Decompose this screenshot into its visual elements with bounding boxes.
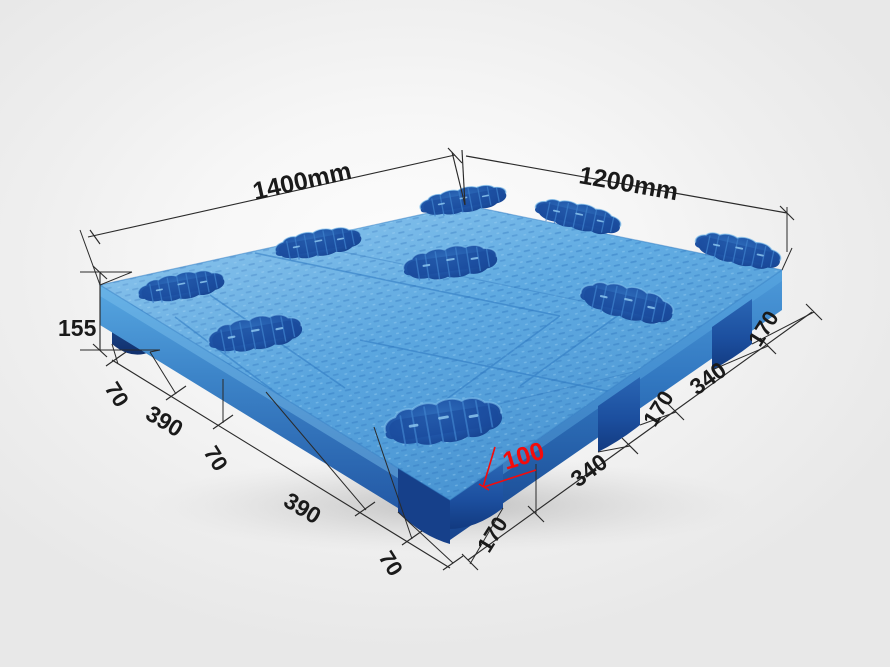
- dim-line-100-red: [482, 446, 496, 488]
- label-left-70-a: 70: [100, 377, 134, 411]
- skirt-front-left: [100, 285, 450, 540]
- label-1400: 1400mm: [250, 157, 354, 206]
- pallet-legs-front-right: [598, 299, 752, 452]
- dimension-lines: [79, 147, 823, 571]
- dim-leader-100-red: [483, 469, 537, 488]
- label-left-390-a: 390: [141, 400, 187, 442]
- skirt-front-right-highlight: [450, 270, 782, 511]
- label-left-70-b: 70: [199, 441, 233, 475]
- ext-line-1400-left: [79, 229, 101, 286]
- dim-chain-right-extensions: [469, 311, 815, 565]
- skirt-front-left-highlight: [100, 285, 450, 510]
- dim-chain-left-extensions: [111, 343, 454, 564]
- dim-chain-left: [111, 359, 451, 569]
- dim-line-1400: [87, 154, 456, 238]
- dim-chain-right: [467, 311, 813, 561]
- label-1200: 1200mm: [577, 161, 680, 206]
- label-155: 155: [58, 315, 97, 341]
- dim-line-1200: [465, 155, 788, 214]
- corner-leg-front-left-face: [398, 468, 450, 544]
- deck-top-outline: [98, 204, 784, 501]
